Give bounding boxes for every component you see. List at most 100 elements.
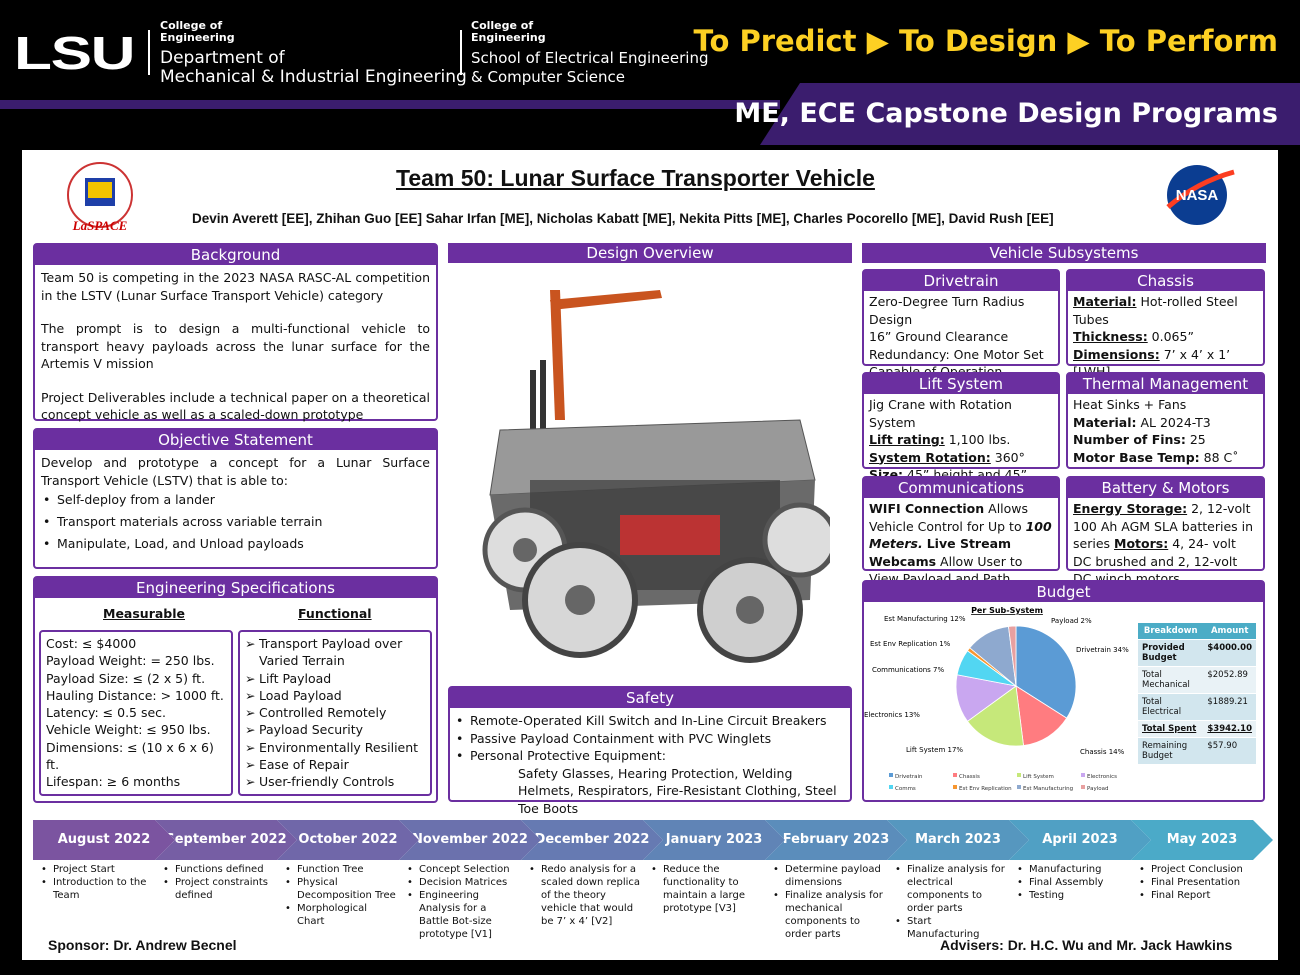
timeline-item: Redo analysis for a scaled down replica … <box>527 863 641 928</box>
budget-table: Breakdown Amount Provided Budget $4000.00 … <box>1138 623 1256 765</box>
measurable-list: Cost: ≤ $4000 Payload Weight: = 250 lbs. P… <box>39 630 233 796</box>
timeline-item: Start Manufacturing <box>893 915 1007 941</box>
timeline-item: Finalize analysis for mechanical compone… <box>771 889 885 941</box>
nasa-logo: NASA <box>1162 162 1236 228</box>
subsection-title: Communications <box>864 478 1058 498</box>
timeline-item: Engineering Analysis for a Battle Bot-si… <box>405 889 519 941</box>
timeline-month: November 2022 <box>399 820 541 860</box>
timeline-item: Testing <box>1015 889 1129 902</box>
section-title: Safety <box>450 688 850 708</box>
thermal-box: Thermal Management Heat Sinks + Fans Mate… <box>1066 372 1265 469</box>
subsystems-title: Vehicle Subsystems <box>862 243 1266 263</box>
safety-section: Safety Remote-Operated Kill Switch and I… <box>448 686 852 816</box>
measurable-label: Measurable <box>103 606 186 621</box>
legend-entry: Chassis <box>959 774 980 780</box>
dept2-line1: School of Electrical Engineering <box>471 49 709 67</box>
spec-item: Hauling Distance: > 1000 ft. <box>46 687 224 703</box>
legend-swatch <box>1081 785 1085 789</box>
timeline-items: Concept SelectionDecision MatricesEngine… <box>405 863 519 941</box>
table-row: Provided Budget $4000.00 <box>1138 639 1256 667</box>
legend-swatch <box>1081 773 1085 777</box>
legend-swatch <box>889 785 893 789</box>
timeline-item: Functions defined <box>161 863 275 876</box>
legend-swatch <box>1017 773 1021 777</box>
pie-slice <box>966 685 1024 747</box>
spec-item: Transport Payload over Varied Terrain <box>243 635 427 670</box>
authors: Devin Averett [EE], Zhihan Guo [EE] Saha… <box>192 211 1054 226</box>
dept1-line2: Mechanical & Industrial Engineering <box>160 67 467 87</box>
timeline-month: December 2022 <box>521 820 663 860</box>
slice-label: Communications 7% <box>872 666 944 674</box>
spec-item: Payload Weight: = 250 lbs. <box>46 653 215 669</box>
advisors: Advisers: Dr. H.C. Wu and Mr. Jack Hawki… <box>940 937 1233 953</box>
spec-item: Cost: ≤ $4000 <box>46 636 137 651</box>
spec-item: Controlled Remotely <box>243 704 427 722</box>
subsection-title: Battery & Motors <box>1068 478 1263 498</box>
timeline-item: Final Presentation <box>1137 876 1251 889</box>
spec-item: Environmentally Resilient <box>243 739 427 757</box>
table-row: Total Spent $3942.10 <box>1138 720 1256 738</box>
timeline-month: January 2023 <box>643 820 785 860</box>
college-label-2: College of Engineering <box>471 19 546 44</box>
timeline-items: Redo analysis for a scaled down replica … <box>527 863 641 928</box>
timeline-month: September 2022 <box>155 820 297 860</box>
timeline-item: Project Start <box>39 863 153 876</box>
battery-box: Battery & Motors Energy Storage: 2, 12-v… <box>1066 476 1265 586</box>
legend-entry: Payload <box>1087 786 1108 792</box>
slice-label: Electronics 13% <box>864 711 920 719</box>
section-title: Budget <box>864 582 1263 602</box>
timeline-item: Project constraints defined <box>161 876 275 902</box>
slice-label: Est Manufacturing 12% <box>884 615 966 623</box>
section-title: Background <box>35 245 436 265</box>
text-line: 16” Ground Clearance <box>869 329 1009 344</box>
college-label: College of Engineering <box>160 19 235 44</box>
timeline-items: Functions definedProject constraints def… <box>161 863 275 902</box>
timeline-items: Project StartIntroduction to the Team <box>39 863 153 902</box>
timeline-items: Reduce the functionality to maintain a l… <box>649 863 763 915</box>
spec-item: Lift Payload <box>243 670 427 688</box>
spec-item: Latency: ≤ 0.5 sec. <box>46 705 167 721</box>
paragraph: Project Deliverables include a technical… <box>41 389 430 423</box>
timeline-item: Final Assembly <box>1015 876 1129 889</box>
slice-label: Est Env Replication 1% <box>870 640 951 648</box>
paragraph: The prompt is to design a multi-function… <box>41 321 430 371</box>
table-row: Total Electrical $1889.21 <box>1138 693 1256 721</box>
timeline-items: Determine payload dimensionsFinalize ana… <box>771 863 885 941</box>
objective-section: Objective Statement Develop and prototyp… <box>33 428 438 569</box>
spec-item: Payload Size: ≤ (2 x 5) ft. <box>46 670 206 686</box>
spec-item: Payload Security <box>243 721 427 739</box>
spec-item: Vehicle Weight: ≤ 950 lbs. <box>46 722 211 738</box>
list-item: Personal Protective Equipment: <box>454 747 846 765</box>
legend-entry: Comms <box>895 786 916 792</box>
header: LSU College of Engineering Department of… <box>0 0 1300 145</box>
ppe-list: Safety Glasses, Hearing Protection, Weld… <box>518 765 837 816</box>
slice-label: Drivetrain 34% <box>1076 646 1129 654</box>
subsection-title: Thermal Management <box>1068 374 1263 394</box>
timeline-month: February 2023 <box>765 820 907 860</box>
table-row: Remaining Budget $57.90 <box>1138 737 1256 765</box>
budget-section: Budget Per Sub-System Drivetrain 34% Drive… <box>862 580 1265 802</box>
timeline-month: October 2022 <box>277 820 419 860</box>
timeline-item: Introduction to the Team <box>39 876 153 902</box>
legend-swatch <box>1017 785 1021 789</box>
list-item: Self-deploy from a lander <box>41 489 430 511</box>
section-title: Engineering Specifications <box>35 578 436 598</box>
list-item: Transport materials across variable terr… <box>41 511 430 533</box>
background-section: Background Team 50 is competing in the 2… <box>33 243 438 423</box>
tagline: To Predict ▶ To Design ▶ To Perform <box>693 24 1278 58</box>
svg-text:NASA: NASA <box>1176 187 1219 204</box>
timeline-item: Concept Selection <box>405 863 519 876</box>
timeline-item: Final Report <box>1137 889 1251 902</box>
timeline-items: Finalize analysis for electrical compone… <box>893 863 1007 941</box>
subsection-title: Chassis <box>1068 271 1263 291</box>
chassis-box: Chassis Material: Hot-rolled Steel Tubes… <box>1066 269 1265 379</box>
timeline-item: Physical Decomposition Tree <box>283 876 397 902</box>
slice-label: Payload 2% <box>1051 617 1092 625</box>
list-item: Manipulate, Load, and Unload payloads <box>41 533 430 555</box>
list-item: Remote-Operated Kill Switch and In-Line … <box>454 712 846 730</box>
communications-box: Communications WIFI Connection Allows Ve… <box>862 476 1060 586</box>
text-line: Zero-Degree Turn Radius Design <box>869 294 1025 327</box>
poster-title: Team 50: Lunar Surface Transporter Vehic… <box>396 165 875 191</box>
budget-pie-chart: Per Sub-System Drivetrain 34% Drivetrain Ch… <box>864 606 1129 792</box>
legend-entry: Lift System <box>1023 774 1054 780</box>
